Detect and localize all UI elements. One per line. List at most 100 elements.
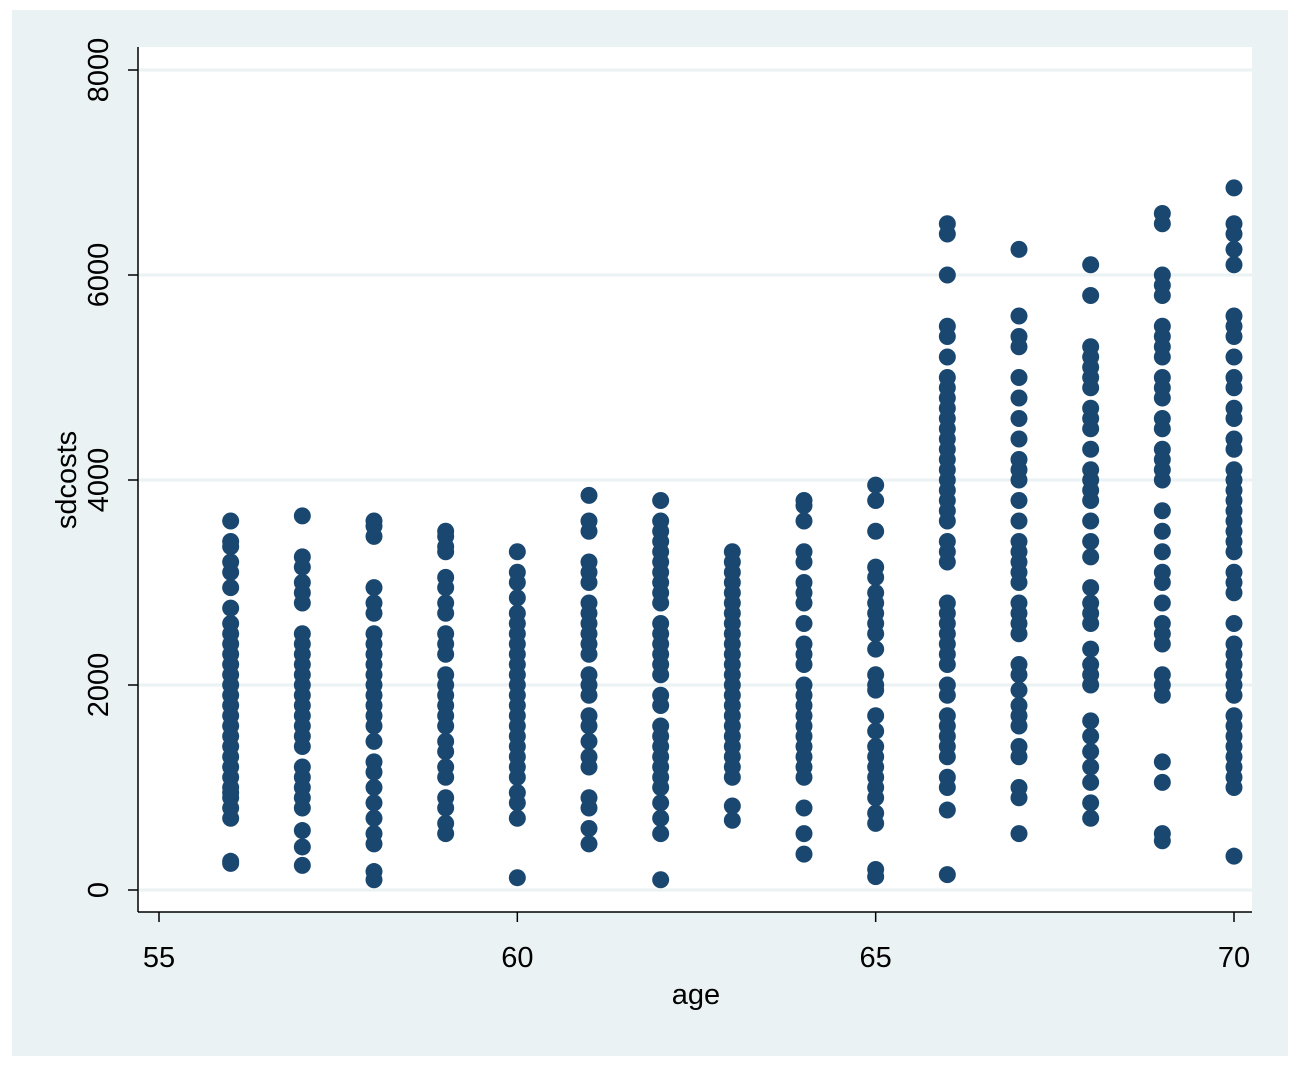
- data-point: [1010, 594, 1028, 612]
- data-point: [580, 594, 598, 612]
- data-point: [293, 574, 311, 591]
- data-point: [580, 666, 598, 684]
- data-point: [795, 799, 813, 817]
- data-point: [508, 589, 526, 607]
- data-point: [222, 599, 240, 617]
- data-point: [580, 789, 598, 807]
- data-point: [365, 753, 383, 771]
- data-point: [938, 369, 956, 386]
- data-point: [867, 558, 885, 576]
- data-point: [723, 811, 741, 829]
- markers: [222, 179, 1243, 889]
- data-point: [1153, 369, 1171, 386]
- data-point: [1225, 563, 1243, 581]
- data-point: [508, 869, 526, 887]
- data-point: [1225, 635, 1243, 653]
- data-point: [365, 594, 383, 612]
- data-point: [1082, 640, 1100, 658]
- data-point: [1010, 240, 1028, 258]
- data-point: [1153, 502, 1171, 520]
- data-point: [1010, 738, 1028, 755]
- data-point: [652, 809, 670, 827]
- y-axis-title: sdcosts: [51, 431, 83, 529]
- data-point: [1082, 512, 1100, 530]
- x-tick-label: 70: [1218, 942, 1250, 974]
- data-point: [1225, 307, 1243, 325]
- data-point: [652, 512, 670, 530]
- y-tick-label: 8000: [83, 38, 115, 103]
- data-point: [1153, 773, 1171, 791]
- data-point: [365, 794, 383, 812]
- data-point: [1082, 533, 1100, 550]
- data-point: [795, 635, 813, 653]
- data-point: [293, 856, 311, 874]
- data-point: [938, 533, 956, 550]
- axis-ticks: 0 2000 4000 6000 8000 55 60 65 70: [83, 38, 1250, 974]
- data-point: [1225, 461, 1243, 479]
- data-point: [222, 533, 240, 550]
- data-point: [1153, 317, 1171, 335]
- data-point: [1082, 256, 1100, 274]
- data-point: [938, 594, 956, 612]
- data-point: [293, 758, 311, 776]
- data-point: [1010, 430, 1028, 448]
- data-point: [437, 625, 455, 643]
- data-point: [938, 266, 956, 284]
- data-point: [1010, 779, 1028, 796]
- data-point: [1153, 563, 1171, 581]
- data-point: [1225, 399, 1243, 417]
- data-point: [437, 789, 455, 807]
- data-point: [1010, 328, 1028, 345]
- x-tick-label: 65: [860, 942, 892, 974]
- data-point: [652, 492, 670, 509]
- data-point: [508, 543, 526, 561]
- data-point: [1010, 533, 1028, 550]
- data-point: [437, 814, 455, 832]
- data-point: [1010, 451, 1028, 468]
- data-point: [1153, 543, 1171, 561]
- data-point: [1153, 615, 1171, 632]
- x-tick-label: 55: [143, 942, 175, 974]
- data-point: [795, 574, 813, 591]
- x-tick-label: 60: [501, 942, 533, 974]
- x-axis-title: age: [672, 979, 720, 1011]
- data-point: [1010, 389, 1028, 407]
- data-point: [795, 615, 813, 632]
- data-point: [222, 553, 240, 571]
- data-point: [293, 548, 311, 566]
- data-point: [1082, 727, 1100, 745]
- data-point: [1010, 369, 1028, 386]
- data-point: [1082, 461, 1100, 479]
- data-point: [580, 732, 598, 750]
- data-point: [365, 863, 383, 881]
- data-point: [580, 748, 598, 766]
- data-point: [1225, 179, 1243, 197]
- data-point: [437, 594, 455, 612]
- data-point: [437, 732, 455, 750]
- data-point: [867, 707, 885, 725]
- data-point: [1010, 656, 1028, 673]
- data-point: [652, 825, 670, 843]
- data-point: [1082, 287, 1100, 304]
- data-point: [508, 809, 526, 827]
- data-point: [867, 492, 885, 509]
- data-point: [1153, 594, 1171, 612]
- data-point: [1010, 512, 1028, 530]
- data-point: [365, 809, 383, 827]
- data-point: [652, 686, 670, 704]
- data-point: [508, 563, 526, 581]
- data-point: [222, 615, 240, 632]
- data-point: [867, 861, 885, 878]
- data-point: [293, 822, 311, 840]
- data-point: [1225, 615, 1243, 632]
- data-point: [1153, 753, 1171, 771]
- data-point: [652, 794, 670, 812]
- data-point: [293, 625, 311, 643]
- data-point: [795, 543, 813, 561]
- data-point: [437, 666, 455, 684]
- data-point: [1010, 492, 1028, 509]
- data-point: [1082, 338, 1100, 356]
- data-point: [1153, 825, 1171, 843]
